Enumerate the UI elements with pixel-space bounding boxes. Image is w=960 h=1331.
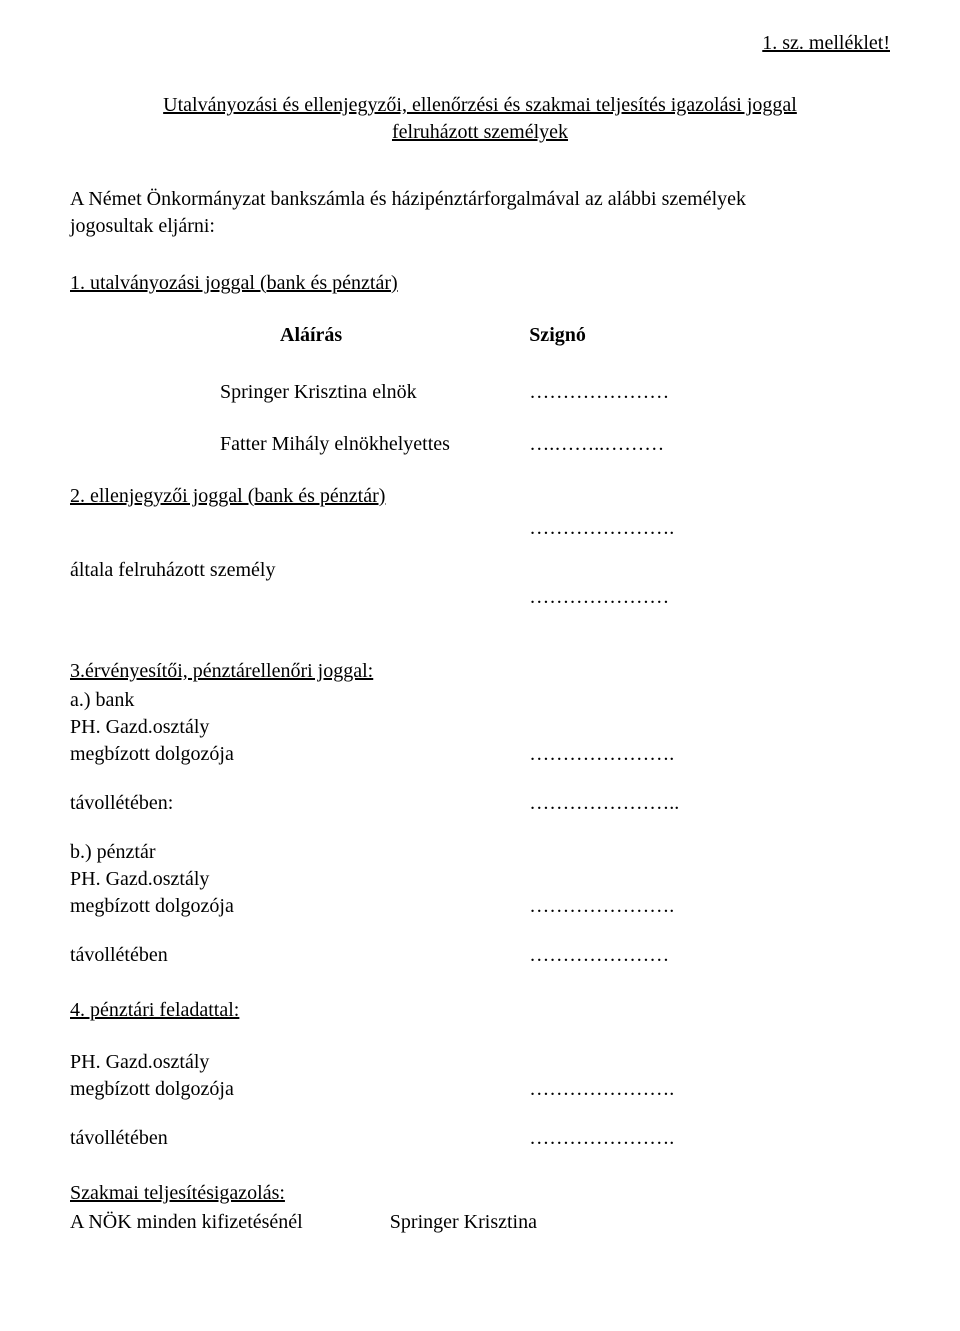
document-title: Utalványozási és ellenjegyzői, ellenőrzé… [70, 92, 890, 146]
section3-b-ph: PH. Gazd.osztály [70, 866, 890, 893]
section3-b-dots: …………………. [529, 893, 890, 920]
section3-a-assigned-row: megbízott dolgozója …………………. [70, 741, 890, 768]
section3-a-dots: …………………. [529, 741, 890, 768]
section3-a-assigned: megbízott dolgozója [70, 741, 529, 768]
section4-assigned-row: megbízott dolgozója …………………. [70, 1076, 890, 1103]
section2-heading: 2. ellenjegyzői joggal (bank és pénztár) [70, 483, 890, 510]
section3-b-absence-row: távollétében ………………… [70, 942, 890, 969]
footer-row: A NÖK minden kifizetésénél Springer Kris… [70, 1209, 890, 1236]
section3-b-label: b.) pénztár [70, 839, 890, 866]
signer-dots-1: ………………… [529, 379, 890, 406]
col-header-left: Aláírás [70, 322, 529, 349]
intro-line1-right: bankszámla és házipénztárforgalmával az … [271, 188, 747, 210]
footer-heading: Szakmai teljesítésigazolás: [70, 1180, 890, 1207]
signer-row-2: Fatter Mihály elnökhelyettes ….……..……… [70, 431, 890, 458]
section4-assigned: megbízott dolgozója [70, 1076, 529, 1103]
intro-line1-left: A Német Önkormányzat [70, 188, 271, 210]
signer-dots-2: ….……..……… [529, 431, 890, 458]
section3-b-absence-dots: ………………… [529, 942, 890, 969]
title-line-2: felruházott személyek [70, 119, 890, 146]
section2-dots-2: ………………… [529, 584, 890, 611]
footer-right: Springer Krisztina [390, 1209, 537, 1236]
section3-a-label: a.) bank [70, 687, 890, 714]
footer-left: A NÖK minden kifizetésénél [70, 1209, 390, 1236]
signer-name-1: Springer Krisztina elnök [70, 379, 529, 406]
intro-paragraph: A Német Önkormányzat bankszámla és házip… [70, 186, 890, 240]
attachment-label: 1. sz. melléklet! [70, 30, 890, 57]
section3-a-absence-row: távollétében: ………………….. [70, 790, 890, 817]
section3-b-absence: távollétében [70, 942, 529, 969]
section4-absence: távollétében [70, 1125, 529, 1152]
section2-row1: …………………. [70, 515, 890, 542]
section2-sublabel: általa felruházott személy [70, 557, 890, 584]
section4-ph: PH. Gazd.osztály [70, 1049, 890, 1076]
signer-name-2: Fatter Mihály elnökhelyettes [70, 431, 529, 458]
section3-a-absence: távollétében: [70, 790, 529, 817]
col-header-right: Szignó [529, 322, 890, 379]
section3-b-assigned-row: megbízott dolgozója …………………. [70, 893, 890, 920]
section1-heading: 1. utalványozási joggal (bank és pénztár… [70, 270, 890, 297]
intro-line2: jogosultak eljárni: [70, 213, 890, 240]
section4-absence-dots: …………………. [529, 1125, 890, 1152]
section3-a-ph: PH. Gazd.osztály [70, 714, 890, 741]
section2-dots-1: …………………. [529, 515, 890, 542]
section3-b-assigned: megbízott dolgozója [70, 893, 529, 920]
signer-row-1: Springer Krisztina elnök ………………… [70, 379, 890, 406]
section4-heading: 4. pénztári feladattal: [70, 997, 890, 1024]
signature-header-row: Aláírás Szignó [70, 322, 890, 379]
section3-a-absence-dots: ………………….. [529, 790, 890, 817]
section4-dots: …………………. [529, 1076, 890, 1103]
title-line-1: Utalványozási és ellenjegyzői, ellenőrzé… [70, 92, 890, 119]
section3-heading: 3.érvényesítői, pénztárellenőri joggal: [70, 658, 890, 685]
section4-absence-row: távollétében …………………. [70, 1125, 890, 1152]
section2-row2: ………………… [70, 584, 890, 611]
